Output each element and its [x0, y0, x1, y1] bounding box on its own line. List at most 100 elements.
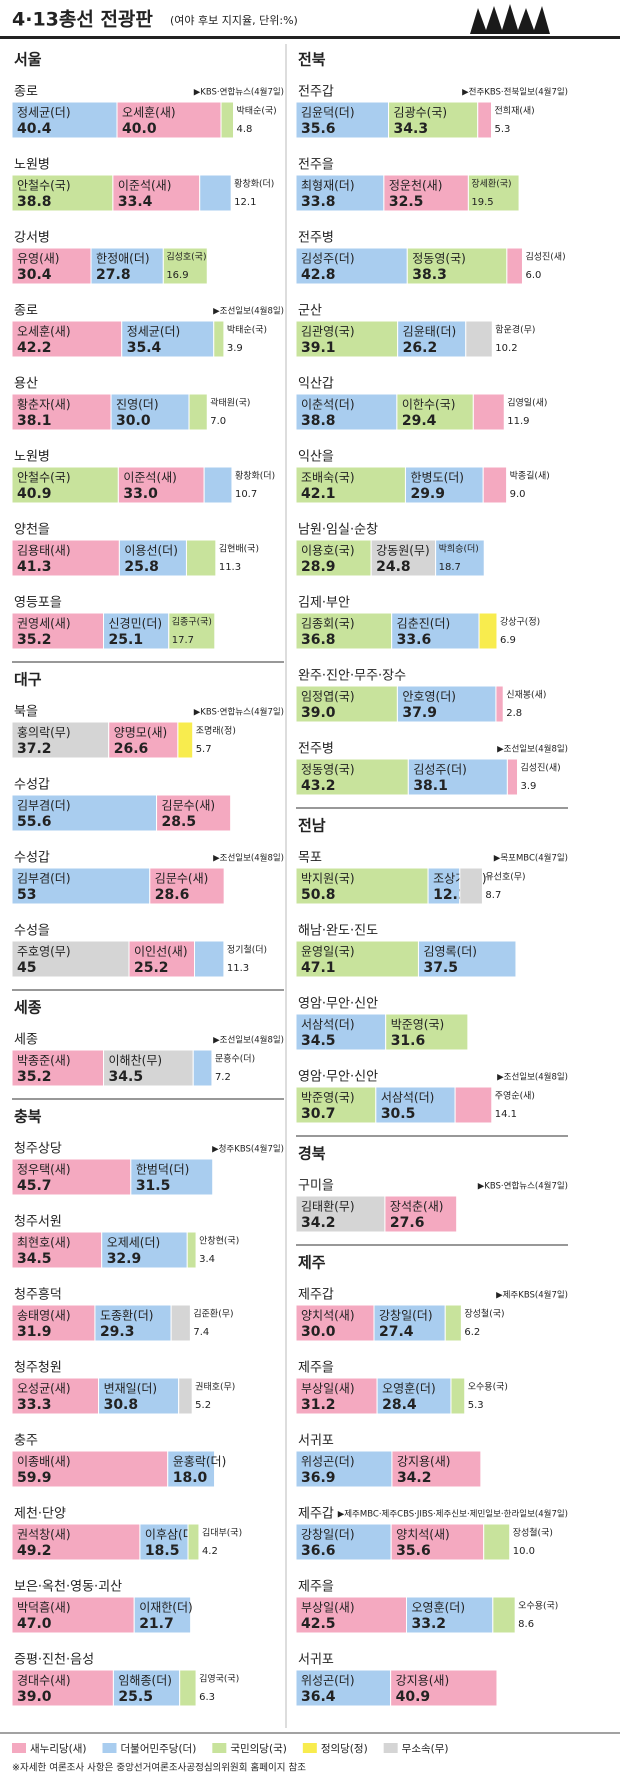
bar-segment — [390, 1523, 485, 1561]
candidate-value: 30.0 — [116, 413, 151, 429]
candidate-value: 6.3 — [199, 1692, 215, 1703]
candidate-name: 임정엽(국) — [301, 690, 355, 704]
candidate-value: 49.2 — [17, 1543, 52, 1559]
candidate-name: 김종회(국) — [301, 617, 355, 631]
bar-segment — [295, 1013, 387, 1051]
candidate-name: 진영(더) — [116, 398, 158, 412]
candidate-value: 34.2 — [301, 1215, 336, 1231]
candidate-name: 신경민(더) — [109, 617, 163, 631]
candidate-name: 정세균(더) — [17, 106, 71, 120]
source: ▶조선일보(4월8일) — [497, 1072, 568, 1083]
candidate-value: 31.2 — [301, 1397, 336, 1413]
source: ▶제주MBC·제주CBS·JIBS·제주신보·제민일보·한라일보(4월7일) — [338, 1509, 568, 1520]
district-name: 청주상당 — [14, 1142, 62, 1157]
candidate-name: 이용선(더) — [124, 544, 178, 558]
bar-segment — [121, 320, 215, 358]
candidate-name: 강상구(정) — [500, 617, 540, 628]
candidate-name: 안철수(국) — [17, 471, 71, 485]
bar-segment — [385, 1013, 469, 1051]
candidate-name: 강지용(새) — [397, 1455, 451, 1469]
candidate-value: 6.0 — [525, 270, 541, 281]
district-name: 전주병 — [298, 742, 334, 757]
candidate-name: 윤영일(국) — [301, 945, 355, 959]
candidate-name: 김태환(무) — [301, 1200, 355, 1214]
candidate-name: 유영(새) — [17, 252, 59, 266]
bar-segment — [506, 758, 519, 796]
candidate-value: 34.5 — [109, 1069, 144, 1085]
candidate-name: 김윤태(더) — [403, 325, 457, 339]
bar-segment — [11, 174, 114, 212]
candidate-name: 이준석(새) — [123, 471, 177, 485]
candidate-name: 김성진(새) — [525, 251, 565, 263]
candidate-name: 김성진(새) — [521, 762, 561, 774]
legend-swatch — [302, 1743, 317, 1753]
bar-segment — [478, 612, 498, 650]
candidate-name: 박종준(새) — [17, 1054, 71, 1068]
candidate-name: 박종길(새) — [510, 471, 550, 482]
candidate-value: 33.8 — [301, 194, 336, 210]
candidate-name: 최형재(더) — [301, 179, 355, 193]
candidate-value: 30.8 — [104, 1397, 139, 1413]
candidate-name: 오제세(더) — [107, 1236, 161, 1250]
bar-segment — [178, 1377, 193, 1415]
candidate-value: 35.4 — [127, 340, 162, 356]
bar-segment — [139, 1523, 189, 1561]
source: ▶KBS·연합뉴스(4월7일) — [194, 87, 284, 98]
bar-segment — [156, 794, 232, 832]
district-name: 익산갑 — [298, 377, 334, 392]
source: ▶KBS·연합뉴스(4월7일) — [194, 707, 284, 718]
bar-segment — [179, 1669, 197, 1707]
candidate-value: 40.4 — [17, 121, 52, 137]
district-name: 서귀포 — [298, 1434, 334, 1449]
candidate-name: 김관영(국) — [301, 325, 355, 339]
candidate-name: 김종구(국) — [172, 616, 212, 628]
bar-segment — [390, 1669, 498, 1707]
bar-segment — [396, 393, 474, 431]
candidate-value: 5.2 — [195, 1400, 211, 1411]
candidate-value: 28.6 — [155, 887, 190, 903]
candidate-name: 주영순(새) — [495, 1091, 535, 1102]
district-name: 보은·옥천·영동·괴산 — [14, 1580, 122, 1595]
candidate-name: 박태순(국) — [237, 106, 277, 117]
candidate-name: 정우택(새) — [17, 1163, 71, 1177]
legend-label: 무소속(무) — [402, 1743, 449, 1755]
district-name: 전주을 — [298, 158, 334, 173]
district-name: 전주갑 — [298, 85, 334, 100]
candidate-value: 6.2 — [464, 1327, 480, 1338]
bar-segment — [407, 758, 508, 796]
candidate-value: 8.6 — [518, 1619, 534, 1630]
candidate-value: 11.3 — [227, 963, 249, 974]
bar-segment — [177, 721, 194, 759]
bar-segment — [482, 466, 508, 504]
candidate-name: 안호영(더) — [402, 690, 456, 704]
candidate-value: 42.2 — [17, 340, 52, 356]
bar-segment — [116, 101, 222, 139]
legend-swatch — [383, 1743, 398, 1753]
candidate-value: 26.6 — [114, 741, 149, 757]
bar-segment — [11, 247, 92, 285]
candidate-value: 10.0 — [513, 1546, 535, 1557]
candidate-value: 10.7 — [235, 489, 257, 500]
bar-segment — [406, 247, 508, 285]
bar-segment — [295, 1450, 393, 1488]
bar-segment — [220, 101, 235, 139]
candidate-name: 이인선(새) — [134, 945, 188, 959]
candidate-value: 42.1 — [301, 486, 336, 502]
bar-segment — [187, 1523, 200, 1561]
source: ▶청주KBS(4월7일) — [212, 1144, 284, 1155]
candidate-value: 6.9 — [500, 635, 516, 646]
candidate-name: 오세훈(새) — [122, 106, 176, 120]
bar-segment — [295, 1377, 378, 1415]
candidate-value: 16.9 — [166, 270, 188, 281]
candidate-value: 45 — [17, 960, 36, 976]
candidate-name: 황창화(더) — [235, 471, 275, 482]
region-name: 세종 — [14, 999, 42, 1017]
bar-segment — [213, 320, 225, 358]
candidate-name: 경대수(새) — [17, 1674, 71, 1688]
candidate-name: 양치석(새) — [301, 1309, 355, 1323]
candidate-value: 38.1 — [17, 413, 52, 429]
candidate-value: 40.9 — [17, 486, 52, 502]
bar-segment — [375, 1086, 456, 1124]
candidate-name: 위성곤(더) — [301, 1674, 355, 1688]
